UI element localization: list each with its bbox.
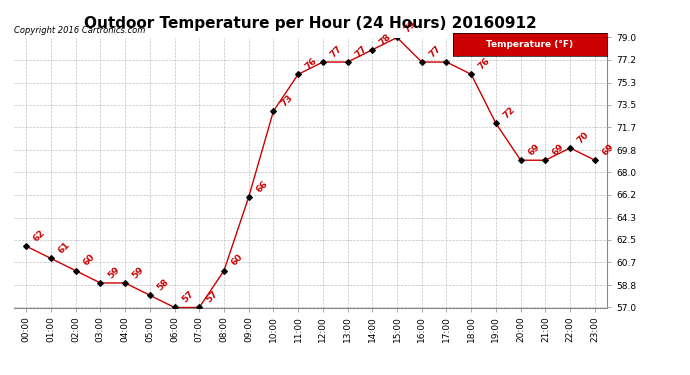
Text: Copyright 2016 Cartronics.com: Copyright 2016 Cartronics.com	[14, 26, 145, 35]
Text: 69: 69	[600, 142, 615, 158]
Text: 70: 70	[575, 130, 591, 145]
Text: 69: 69	[551, 142, 566, 158]
Point	[21, 243, 32, 249]
Point	[219, 268, 230, 274]
Text: 79: 79	[402, 20, 418, 35]
Point	[441, 59, 452, 65]
Text: 66: 66	[254, 179, 270, 194]
Text: 59: 59	[106, 265, 121, 280]
Text: 57: 57	[180, 290, 195, 305]
Text: 58: 58	[155, 277, 170, 292]
Point	[119, 280, 130, 286]
Point	[466, 71, 477, 77]
Text: 69: 69	[526, 142, 542, 158]
Point	[491, 120, 502, 126]
Point	[46, 255, 57, 261]
Text: 78: 78	[378, 32, 393, 47]
Point	[589, 157, 600, 163]
Text: 77: 77	[452, 44, 467, 59]
Point	[243, 194, 254, 200]
Point	[293, 71, 304, 77]
Point	[95, 280, 106, 286]
Text: 77: 77	[328, 44, 344, 59]
Point	[416, 59, 427, 65]
Point	[317, 59, 328, 65]
Text: 72: 72	[502, 105, 517, 121]
Point	[342, 59, 353, 65]
Point	[391, 34, 402, 40]
Text: 77: 77	[353, 44, 368, 59]
Text: 77: 77	[427, 44, 443, 59]
Point	[144, 292, 155, 298]
Text: 76: 76	[304, 56, 319, 72]
Text: 62: 62	[32, 228, 47, 243]
Text: 61: 61	[57, 240, 72, 256]
Point	[268, 108, 279, 114]
Point	[367, 47, 378, 53]
Point	[194, 304, 205, 310]
Point	[540, 157, 551, 163]
Text: 60: 60	[81, 253, 97, 268]
Point	[564, 145, 575, 151]
Title: Outdoor Temperature per Hour (24 Hours) 20160912: Outdoor Temperature per Hour (24 Hours) …	[84, 16, 537, 31]
Text: 60: 60	[230, 253, 245, 268]
Text: 57: 57	[205, 290, 220, 305]
Text: 73: 73	[279, 93, 294, 108]
Point	[70, 268, 81, 274]
Point	[169, 304, 180, 310]
Text: 76: 76	[477, 56, 492, 72]
Text: 59: 59	[130, 265, 146, 280]
Point	[515, 157, 526, 163]
